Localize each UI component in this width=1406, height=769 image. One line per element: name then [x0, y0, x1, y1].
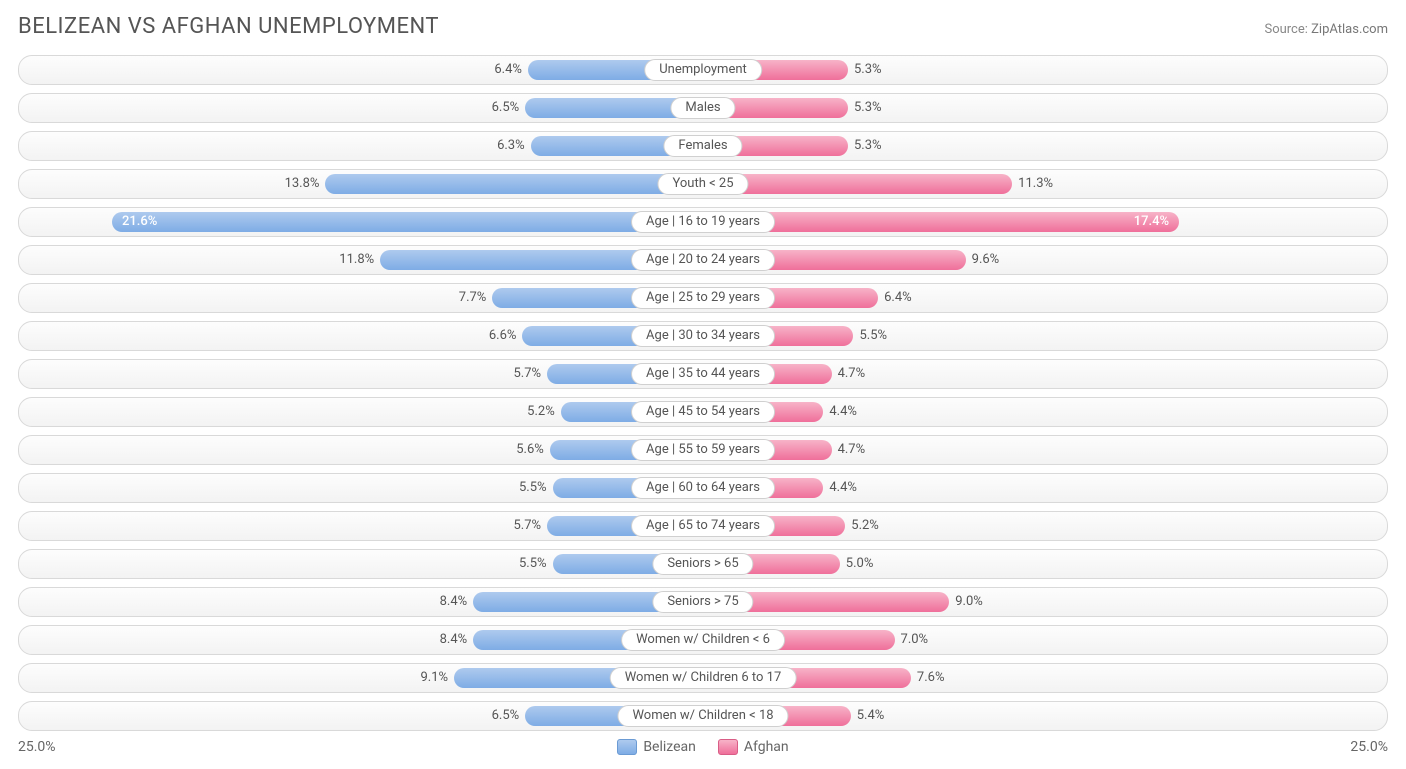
value-label-right: 17.4%: [1134, 212, 1179, 232]
axis-max-left: 25.0%: [18, 739, 56, 755]
bar-row: 6.4% 5.3% Unemployment: [18, 55, 1388, 85]
value-label-right: 7.0%: [895, 630, 929, 650]
category-pill: Age | 45 to 54 years: [631, 401, 775, 423]
legend-item-afghan: Afghan: [718, 739, 789, 755]
category-pill: Females: [663, 135, 742, 157]
category-pill: Males: [670, 97, 735, 119]
value-label-left: 7.7%: [459, 288, 493, 308]
category-pill: Age | 65 to 74 years: [631, 515, 775, 537]
bar-row: 6.3% 5.3% Females: [18, 131, 1388, 161]
value-label-left: 5.7%: [514, 516, 548, 536]
legend-label-left: Belizean: [643, 739, 696, 755]
value-label-right: 4.4%: [823, 478, 857, 498]
value-label-right: 7.6%: [911, 668, 945, 688]
bar-row: 8.4% 9.0% Seniors > 75: [18, 587, 1388, 617]
value-label-left: 8.4%: [440, 592, 474, 612]
category-pill: Age | 16 to 19 years: [631, 211, 775, 233]
category-pill: Age | 55 to 59 years: [631, 439, 775, 461]
bar-row: 6.5% 5.3% Males: [18, 93, 1388, 123]
category-pill: Age | 25 to 29 years: [631, 287, 775, 309]
value-label-left: 6.5%: [492, 706, 526, 726]
value-label-right: 4.4%: [823, 402, 857, 422]
value-label-left: 5.5%: [519, 478, 553, 498]
bar-row: 6.5% 5.4% Women w/ Children < 18: [18, 701, 1388, 731]
bar-row: 5.6% 4.7% Age | 55 to 59 years: [18, 435, 1388, 465]
value-label-left: 6.4%: [494, 60, 528, 80]
category-pill: Age | 30 to 34 years: [631, 325, 775, 347]
value-label-left: 5.7%: [514, 364, 548, 384]
bar-row: 11.8% 9.6% Age | 20 to 24 years: [18, 245, 1388, 275]
bar-row: 21.6% 17.4% Age | 16 to 19 years: [18, 207, 1388, 237]
legend-swatch-pink: [718, 739, 738, 755]
value-label-left: 9.1%: [420, 668, 454, 688]
category-pill: Women w/ Children < 18: [617, 705, 788, 727]
value-label-left: 11.8%: [339, 250, 380, 270]
bar-left: [325, 174, 703, 194]
value-label-right: 5.3%: [848, 98, 882, 118]
bar-row: 7.7% 6.4% Age | 25 to 29 years: [18, 283, 1388, 313]
value-label-left: 8.4%: [440, 630, 474, 650]
legend: Belizean Afghan: [617, 739, 788, 755]
category-pill: Age | 35 to 44 years: [631, 363, 775, 385]
value-label-left: 5.6%: [516, 440, 550, 460]
value-label-left: 13.8%: [285, 174, 326, 194]
bar-row: 9.1% 7.6% Women w/ Children 6 to 17: [18, 663, 1388, 693]
category-pill: Seniors > 65: [652, 553, 753, 575]
value-label-right: 5.0%: [840, 554, 874, 574]
value-label-left: 6.5%: [492, 98, 526, 118]
value-label-left: 6.3%: [497, 136, 531, 156]
value-label-left: 21.6%: [112, 212, 157, 232]
legend-swatch-blue: [617, 739, 637, 755]
category-pill: Age | 60 to 64 years: [631, 477, 775, 499]
bar-right: [703, 174, 1012, 194]
value-label-right: 9.6%: [966, 250, 1000, 270]
value-label-left: 5.2%: [527, 402, 561, 422]
chart-title: BELIZEAN VS AFGHAN UNEMPLOYMENT: [18, 14, 439, 39]
value-label-right: 5.3%: [848, 136, 882, 156]
bar-row: 8.4% 7.0% Women w/ Children < 6: [18, 625, 1388, 655]
value-label-left: 6.6%: [489, 326, 523, 346]
value-label-right: 4.7%: [832, 364, 866, 384]
diverging-bar-chart: 6.4% 5.3% Unemployment 6.5% 5.3% Males 6.3% 5.3…: [18, 55, 1388, 731]
bar-row: 13.8% 11.3% Youth < 25: [18, 169, 1388, 199]
value-label-right: 4.7%: [832, 440, 866, 460]
source-credit: Source: ZipAtlas.com: [1264, 22, 1388, 37]
category-pill: Age | 20 to 24 years: [631, 249, 775, 271]
bar-row: 5.7% 4.7% Age | 35 to 44 years: [18, 359, 1388, 389]
bar-row: 5.7% 5.2% Age | 65 to 74 years: [18, 511, 1388, 541]
value-label-right: 6.4%: [878, 288, 912, 308]
value-label-right: 5.4%: [851, 706, 885, 726]
bar-row: 5.5% 5.0% Seniors > 65: [18, 549, 1388, 579]
source-prefix: Source:: [1264, 22, 1311, 37]
value-label-right: 9.0%: [949, 592, 983, 612]
bar-left: [112, 212, 703, 232]
legend-item-belizean: Belizean: [617, 739, 696, 755]
value-label-right: 5.3%: [848, 60, 882, 80]
axis-max-right: 25.0%: [1350, 739, 1388, 755]
bar-row: 5.2% 4.4% Age | 45 to 54 years: [18, 397, 1388, 427]
bar-row: 6.6% 5.5% Age | 30 to 34 years: [18, 321, 1388, 351]
value-label-right: 5.5%: [853, 326, 887, 346]
category-pill: Unemployment: [644, 59, 762, 81]
category-pill: Youth < 25: [657, 173, 748, 195]
category-pill: Women w/ Children < 6: [621, 629, 785, 651]
legend-label-right: Afghan: [744, 739, 789, 755]
category-pill: Women w/ Children 6 to 17: [610, 667, 797, 689]
category-pill: Seniors > 75: [652, 591, 753, 613]
value-label-right: 11.3%: [1012, 174, 1053, 194]
bar-row: 5.5% 4.4% Age | 60 to 64 years: [18, 473, 1388, 503]
source-site: ZipAtlas.com: [1311, 22, 1388, 37]
value-label-left: 5.5%: [519, 554, 553, 574]
value-label-right: 5.2%: [845, 516, 879, 536]
